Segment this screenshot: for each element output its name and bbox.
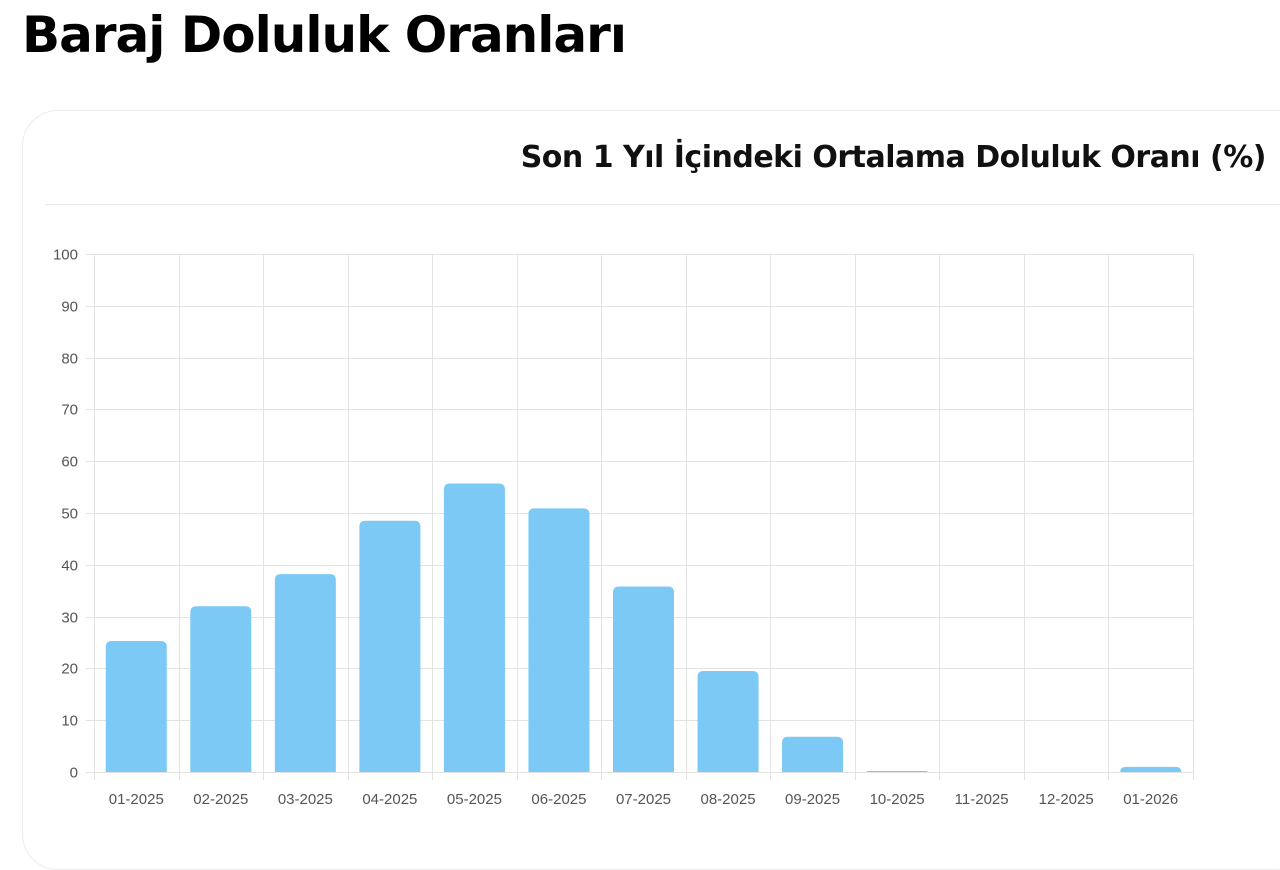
y-tick-label: 0: [70, 765, 78, 782]
y-tick-label: 40: [61, 558, 78, 575]
x-tick-label: 01-2025: [109, 791, 164, 808]
bar-08-2025[interactable]: [697, 670, 759, 772]
x-tick-label: 08-2025: [701, 791, 756, 808]
x-tick-label: 04-2025: [362, 791, 417, 808]
bar-09-2025[interactable]: [782, 736, 844, 772]
bar-01-2025[interactable]: [105, 640, 167, 772]
y-tick-label: 80: [61, 351, 78, 368]
chart-title: Son 1 Yıl İçindeki Ortalama Doluluk Oran…: [520, 140, 1267, 175]
x-tick-label: 12-2025: [1039, 791, 1094, 808]
bar-05-2025[interactable]: [443, 483, 505, 772]
y-tick-label: 100: [53, 247, 78, 264]
x-axis-ticks: 01-2025 02-2025 03-2025 04-2025 05-2025 06-20…: [109, 791, 1179, 808]
bar-01-2026[interactable]: [1120, 766, 1182, 772]
y-tick-label: 50: [61, 506, 78, 523]
y-tick-label: 70: [61, 402, 78, 419]
bar-07-2025[interactable]: [613, 586, 674, 772]
bar-03-2025[interactable]: [274, 574, 336, 772]
y-tick-label: 10: [61, 713, 78, 730]
x-tick-label: 02-2025: [193, 791, 248, 808]
bar-06-2025[interactable]: [528, 508, 590, 772]
bar-02-2025[interactable]: [190, 606, 252, 772]
bar-10-2025[interactable]: [866, 770, 928, 772]
y-tick-label: 20: [61, 661, 78, 678]
y-tick-label: 60: [61, 454, 78, 471]
x-tick-label: 05-2025: [447, 791, 502, 808]
y-tick-label: 90: [61, 299, 78, 316]
x-tick-label: 03-2025: [278, 791, 333, 808]
x-tick-label: 01-2026: [1123, 791, 1178, 808]
y-tick-label: 30: [61, 610, 78, 627]
x-tick-label: 09-2025: [785, 791, 840, 808]
page-title: Baraj Doluluk Oranları: [22, 6, 627, 64]
x-tick-label: 10-2025: [870, 791, 925, 808]
card-divider: [45, 204, 1280, 205]
x-tick-label: 11-2025: [955, 791, 1009, 808]
bar-chart: 0 10 20 30 40 50 60 70 80 90 100 01-2025 02-2025 03-…: [53, 247, 1194, 808]
bar-layer: [105, 483, 1182, 772]
y-axis-ticks: 0 10 20 30 40 50 60 70 80 90 100: [53, 247, 78, 782]
x-tick-label: 06-2025: [531, 791, 586, 808]
x-tick-label: 07-2025: [616, 791, 671, 808]
bar-04-2025[interactable]: [359, 520, 421, 772]
